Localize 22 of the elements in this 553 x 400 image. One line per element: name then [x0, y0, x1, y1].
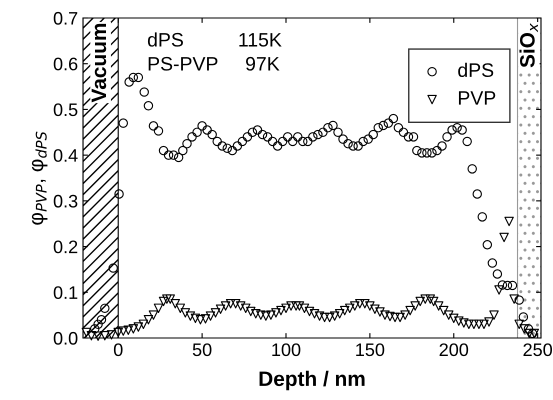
legend-label: PVP — [458, 91, 496, 105]
y-tick-label: 0.7 — [54, 12, 78, 25]
annotation: PS-PVP 97K — [148, 56, 280, 71]
band-label: Vacuum — [92, 24, 106, 102]
y-tick-label: 0.1 — [54, 286, 78, 300]
annotation: dPS 115K — [148, 32, 282, 47]
x-tick-label: 0 — [114, 343, 123, 356]
legend-label: dPS — [458, 62, 494, 78]
x-tick-label: 150 — [356, 343, 384, 356]
x-tick-label: 250 — [523, 343, 552, 356]
x-axis-title: Depth / nm — [260, 370, 365, 390]
y-axis-title: φ$_{PVP}$, φ$_{dPS}$ — [32, 132, 48, 225]
y-tick-label: 0.6 — [54, 58, 78, 70]
y-tick-label: 0.0 — [54, 332, 78, 345]
y-tick-label: 0.2 — [54, 240, 78, 254]
y-tick-label: 0.3 — [54, 194, 78, 208]
band-label: SiO$_{x}$ — [519, 23, 538, 68]
y-tick-label: 0.5 — [54, 103, 78, 116]
x-tick-label: 200 — [440, 343, 468, 356]
x-tick-label: 100 — [272, 343, 300, 356]
y-tick-label: 0.4 — [54, 149, 78, 162]
x-tick-label: 50 — [192, 343, 212, 356]
